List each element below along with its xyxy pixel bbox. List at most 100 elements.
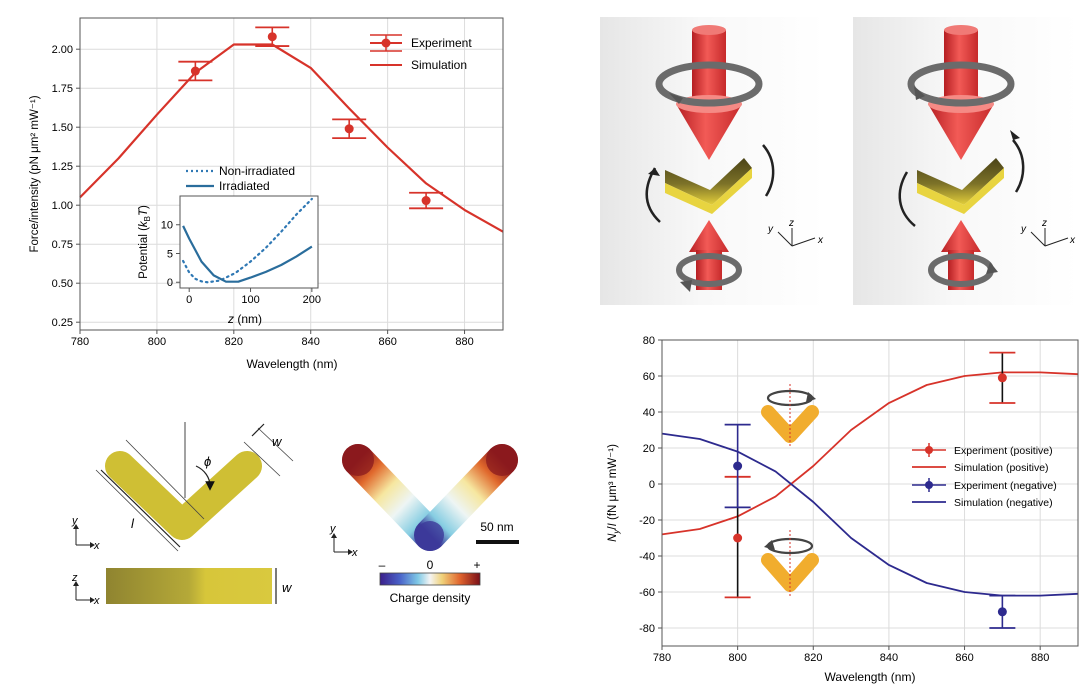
potential-inset-ticks: 0 100 200 0 5 10 xyxy=(161,220,321,306)
charge-arm-left xyxy=(342,444,446,551)
phi-angle-arrow xyxy=(195,465,215,491)
y-tick-label: 1.75 xyxy=(52,83,73,95)
width-label-top: w xyxy=(272,434,283,449)
colorbar-plus-label: + xyxy=(473,558,480,572)
axes-icon-xy: y x xyxy=(71,515,100,552)
data-point xyxy=(421,196,431,206)
gold-nanoparticle-side-right xyxy=(917,168,1004,214)
x-tick-label: 880 xyxy=(1031,652,1049,664)
width-dimension-line xyxy=(251,423,265,437)
charge-arm-right xyxy=(414,444,518,551)
x-tick-label: 780 xyxy=(653,652,671,664)
axes-icon-charge: y x xyxy=(329,523,358,559)
series-line-simulation-negative- xyxy=(661,432,1079,597)
x-tick-label: 0 xyxy=(186,294,192,306)
v-particle-negative xyxy=(761,553,819,592)
legend-exp-neg-marker xyxy=(925,481,933,489)
torque-chart-ylabel: Ny/I (fN μm³ mW⁻¹) xyxy=(607,444,621,542)
rotation-arrow-top-right xyxy=(914,86,925,100)
length-guide-b xyxy=(125,439,205,520)
charge-colorbar xyxy=(379,572,481,586)
charge-hotspot-vertex xyxy=(416,521,444,549)
rotation-curve-arrow-left xyxy=(648,168,660,176)
x-tick-label: 800 xyxy=(148,336,166,348)
laser-cone-bottom-left xyxy=(689,220,729,252)
axes-icon-left: x z y xyxy=(767,218,824,247)
y-tick-label: -60 xyxy=(639,587,655,599)
gold-nanoparticle-right xyxy=(917,158,1004,205)
legend-irradiated-label: Irradiated xyxy=(219,179,270,193)
legend-sim-pos-label: Simulation (positive) xyxy=(954,462,1049,474)
torque-chart-ticks: 780 800 820 840 860 880 -80 -60 -40 -20 0 20 40 60 80 xyxy=(639,335,1049,664)
data-point xyxy=(267,32,277,42)
x-tick-label: 840 xyxy=(880,652,898,664)
torque-chart-grid xyxy=(661,339,1078,646)
length-label: l xyxy=(131,516,135,531)
axis-label-x-geom: x xyxy=(93,540,100,552)
force-chart-ticks: 780 800 820 840 860 880 0.25 0.50 0.75 1.00 1.25 1.… xyxy=(52,44,474,348)
y-tick-label: 1.25 xyxy=(52,161,73,173)
rotation-arrow-bottom-right xyxy=(986,262,998,274)
axis-label-z-left: z xyxy=(788,218,794,229)
series-line-simulation-positive- xyxy=(661,371,1079,536)
torque-chart-legend: Experiment (positive) Simulation (positi… xyxy=(912,443,1057,509)
charge-density-map: 50 nm y x – 0 + Charge density xyxy=(329,444,519,605)
phi-label: ϕ xyxy=(204,454,211,469)
legend-exp-pos-label: Experiment (positive) xyxy=(954,445,1053,457)
torque-chart: 780 800 820 840 860 880-80-60-40-20020406080 … xyxy=(607,335,1079,684)
series-line-non-irradiated xyxy=(182,197,313,284)
illustration-panel-left: x z y xyxy=(600,17,825,305)
laser-beam-top-cap-left xyxy=(692,25,726,35)
axis-label-x-geom2: x xyxy=(93,595,100,607)
force-chart: 780 800 820 840 860 880 0.25 0.50 0.75 1.00 1.25 1.… xyxy=(29,17,504,371)
y-tick-label: 1.00 xyxy=(52,200,73,212)
y-tick-label: -40 xyxy=(639,551,655,563)
geometry-schematic: ϕ l w y x w z x xyxy=(71,422,294,607)
series-line-simulation xyxy=(79,43,504,233)
rotation-ring-bottom-left xyxy=(676,253,742,287)
rotation-curve-right-b xyxy=(1012,139,1025,193)
laser-cone-bottom-right xyxy=(941,220,981,252)
rotation-inset-positive xyxy=(761,384,819,446)
length-dimension-line xyxy=(100,469,181,548)
y-tick-label: 0.25 xyxy=(52,317,73,329)
x-tick-label: 780 xyxy=(71,336,89,348)
y-tick-label: 20 xyxy=(643,443,655,455)
width-guide-b xyxy=(257,427,294,462)
force-chart-frame xyxy=(79,17,504,331)
torque-chart-series xyxy=(661,351,1079,629)
data-point xyxy=(733,533,743,543)
data-point xyxy=(997,373,1007,383)
potential-inset-frame xyxy=(179,195,319,289)
x-tick-label: 820 xyxy=(225,336,243,348)
y-tick-label: 40 xyxy=(643,407,655,419)
legend-experiment-label: Experiment xyxy=(411,36,472,50)
y-tick-label: -80 xyxy=(639,623,655,635)
rotation-curve-arrow-right xyxy=(1010,130,1020,140)
y-tick-label: 2.00 xyxy=(52,44,73,56)
data-point xyxy=(190,66,200,76)
legend-simulation-label: Simulation xyxy=(411,58,467,72)
charge-hotspot-left xyxy=(342,444,374,476)
x-tick-label: 800 xyxy=(728,652,746,664)
torque-chart-frame xyxy=(661,339,1079,647)
x-tick-label: 200 xyxy=(303,294,321,306)
rotation-arrow-negative xyxy=(764,540,775,550)
v-nanoparticle-top-view xyxy=(105,451,262,540)
y-tick-label: 0 xyxy=(649,479,655,491)
axis-label-z-right: z xyxy=(1041,218,1047,229)
y-tick-label: 0 xyxy=(167,277,173,289)
x-tick-label: 820 xyxy=(804,652,822,664)
rotation-arrow-positive xyxy=(806,392,816,402)
axis-label-x-charge: x xyxy=(351,547,358,559)
axis-label-y-right: y xyxy=(1020,224,1027,235)
gold-nanoparticle-side-left xyxy=(665,168,752,214)
legend-nonirradiated-label: Non-irradiated xyxy=(219,164,295,178)
laser-cone-top-right xyxy=(928,104,994,160)
x-tick-label: 100 xyxy=(241,294,259,306)
v-nanoparticle-side-view xyxy=(106,568,272,604)
axis-label-y-charge: y xyxy=(329,523,337,535)
axis-label-x-right: x xyxy=(1069,235,1076,246)
legend-exp-pos-marker xyxy=(925,446,933,454)
